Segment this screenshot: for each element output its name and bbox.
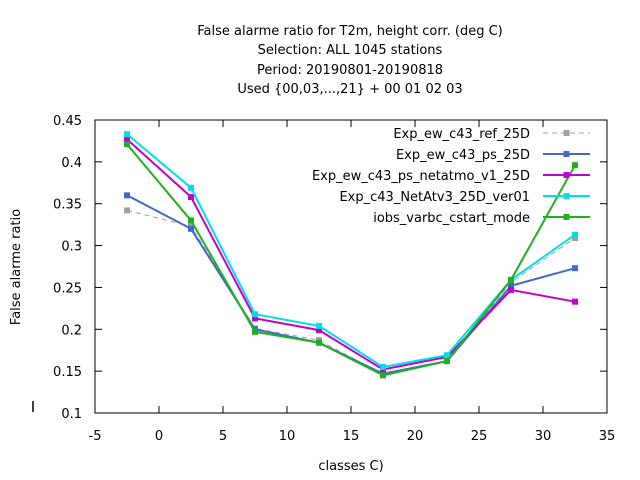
x-tick-label: 35 <box>599 429 616 444</box>
data-point <box>124 141 130 148</box>
series-line <box>126 143 576 377</box>
data-point <box>252 311 258 318</box>
data-point <box>188 184 194 191</box>
legend-marker <box>563 193 570 199</box>
x-tick-label: 30 <box>535 429 552 444</box>
y-tick-label: 0.2 <box>61 323 82 338</box>
data-point <box>572 298 578 305</box>
y-tick-label: 0.4 <box>61 156 82 171</box>
data-point <box>188 194 194 201</box>
data-point <box>572 265 578 272</box>
data-point <box>380 372 386 379</box>
legend-label: Exp_ew_c43_ref_25D <box>393 127 530 142</box>
data-point <box>316 339 322 346</box>
x-tick-label: 25 <box>471 429 488 444</box>
x-tick-label: 10 <box>279 429 296 444</box>
data-point <box>572 231 578 238</box>
data-point <box>572 235 578 242</box>
x-tick-label: 5 <box>219 429 227 444</box>
x-axis-label: classes C) <box>318 459 383 474</box>
data-point <box>252 315 258 322</box>
y-tick-label: 0.45 <box>53 114 82 129</box>
y-tick-label: 0.1 <box>61 407 82 422</box>
legend-marker <box>563 214 570 220</box>
series-layer <box>124 131 578 379</box>
legend-label: Exp_c43_NetAtv3_25D_ver01 <box>339 190 530 205</box>
x-tick-label: 15 <box>343 429 360 444</box>
y-axis: 0.1 0.15 0.2 0.25 0.3 0.35 0.4 0.45 <box>53 114 607 422</box>
data-point <box>188 217 194 224</box>
legend-label: Exp_ew_c43_ps_netatmo_v1_25D <box>312 169 530 184</box>
title-line-3: Period: 20190801-20190818 <box>257 63 443 78</box>
y-axis-label: False alarme ratio <box>9 209 24 325</box>
data-point <box>508 282 514 289</box>
data-point <box>252 328 258 335</box>
x-tick-label: 0 <box>155 429 163 444</box>
data-point <box>508 276 514 283</box>
data-point <box>572 162 578 169</box>
legend-marker <box>563 172 570 178</box>
legend-label: Exp_ew_c43_ps_25D <box>396 148 530 163</box>
x-axis: -5 0 5 10 15 20 25 30 35 <box>89 120 616 444</box>
title-line-2: Selection: ALL 1045 stations <box>258 43 443 58</box>
data-point <box>188 225 194 232</box>
data-point <box>444 352 450 359</box>
title-line-1: False alarme ratio for T2m, height corr.… <box>197 24 503 39</box>
data-point <box>444 358 450 365</box>
data-point <box>124 192 130 199</box>
data-point <box>316 322 322 329</box>
title-line-4: Used {00,03,...,21} + 00 01 02 03 <box>237 82 462 97</box>
series-line <box>126 138 576 371</box>
data-point <box>124 131 130 138</box>
legend-marker <box>563 130 570 136</box>
legend-marker <box>563 151 570 157</box>
y-tick-label: 0.25 <box>53 281 82 296</box>
legend: Exp_ew_c43_ref_25D Exp_ew_c43_ps_25D Exp_e… <box>312 127 590 226</box>
y-tick-label: 0.35 <box>53 198 82 213</box>
y-tick-label: 0.15 <box>53 365 82 380</box>
data-point <box>508 286 514 293</box>
data-point <box>124 136 130 143</box>
y-tick-label: 0.3 <box>61 240 82 255</box>
x-tick-label: -5 <box>89 429 102 444</box>
x-tick-label: 20 <box>407 429 424 444</box>
data-point <box>124 207 130 214</box>
data-point <box>380 363 386 370</box>
chart-title: False alarme ratio for T2m, height corr.… <box>197 24 503 97</box>
data-point <box>316 327 322 334</box>
legend-label: iobs_varbc_cstart_mode <box>373 211 530 226</box>
